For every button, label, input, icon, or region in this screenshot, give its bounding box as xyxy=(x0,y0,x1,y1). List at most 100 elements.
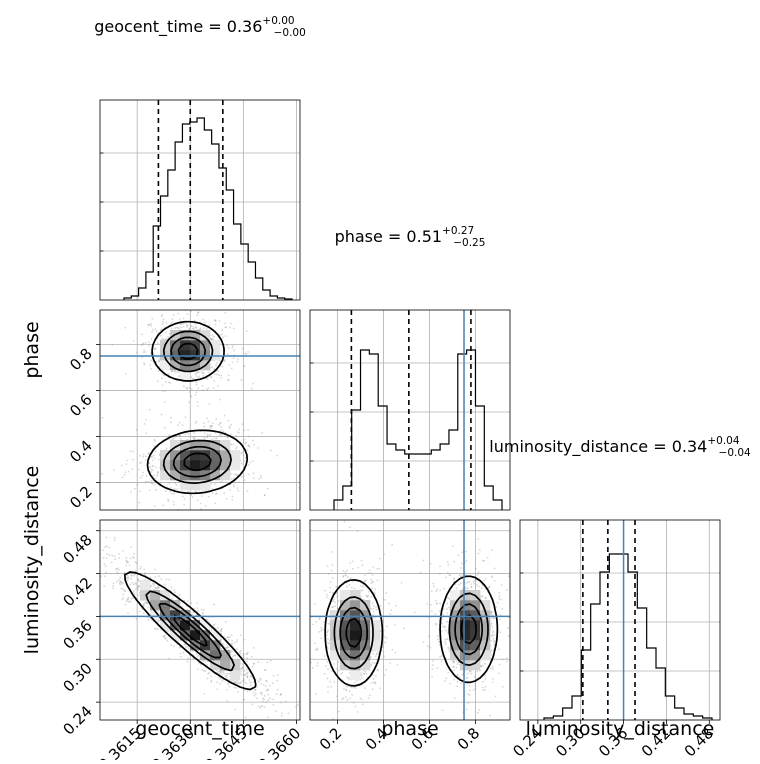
sample-point xyxy=(460,567,462,569)
sample-point xyxy=(326,647,329,650)
sample-point xyxy=(141,474,144,477)
sample-point xyxy=(345,689,348,692)
sample-point xyxy=(213,373,216,376)
sample-point xyxy=(482,680,485,683)
sample-point xyxy=(361,703,364,706)
sample-point xyxy=(150,325,153,327)
sample-point xyxy=(453,578,455,580)
sample-point xyxy=(332,599,335,602)
sample-point xyxy=(207,672,210,675)
sample-point xyxy=(373,593,376,595)
sample-point xyxy=(218,374,220,377)
sample-point xyxy=(118,568,120,571)
density-cell xyxy=(230,670,241,681)
sample-point xyxy=(98,565,100,567)
sample-point xyxy=(472,580,475,583)
sample-point xyxy=(185,645,188,648)
sample-point xyxy=(336,667,338,670)
sample-point xyxy=(490,549,493,552)
sample-point xyxy=(188,327,190,330)
sample-point xyxy=(220,627,223,630)
sample-point xyxy=(365,672,368,675)
sample-point xyxy=(228,636,231,639)
sample-point xyxy=(196,401,199,403)
sample-point xyxy=(218,676,221,679)
sample-point xyxy=(483,579,485,582)
sample-point xyxy=(178,421,181,424)
sample-point xyxy=(394,604,397,607)
density-cell xyxy=(160,620,171,631)
sample-point xyxy=(187,647,190,650)
sample-point xyxy=(247,429,250,432)
sample-point xyxy=(353,587,356,590)
sample-point xyxy=(179,652,182,655)
sample-point xyxy=(501,608,504,610)
sample-point xyxy=(442,613,445,616)
density-cell xyxy=(350,640,361,651)
sample-point xyxy=(264,668,267,671)
sample-point xyxy=(246,449,249,452)
sample-point xyxy=(173,370,176,373)
sample-point xyxy=(244,438,246,441)
sample-point xyxy=(429,646,432,649)
xlabel-geocent-time: geocent_time xyxy=(135,718,264,740)
sample-point xyxy=(269,697,271,700)
sample-point xyxy=(451,545,454,548)
sample-point xyxy=(151,582,154,585)
sample-point xyxy=(280,715,283,717)
sample-point xyxy=(458,574,461,577)
panel-hist-geocent-time xyxy=(99,99,301,301)
sample-point xyxy=(124,603,127,606)
sample-point xyxy=(455,587,458,590)
density-cell xyxy=(140,580,151,591)
sample-point xyxy=(492,617,495,620)
sample-point xyxy=(240,379,243,381)
sample-point xyxy=(158,620,160,622)
sample-point xyxy=(174,591,176,594)
sample-point xyxy=(161,322,164,325)
sample-point xyxy=(345,696,347,698)
sample-point xyxy=(364,574,366,576)
sample-point xyxy=(153,445,156,448)
tick-label-y-luminosity-distance-2: 0.36 xyxy=(59,617,95,653)
sample-point xyxy=(332,598,335,601)
sample-point xyxy=(243,652,245,655)
sample-point xyxy=(170,416,172,419)
sample-point xyxy=(119,580,122,583)
sample-point xyxy=(167,500,170,502)
sample-point xyxy=(165,447,168,450)
sample-point xyxy=(126,560,129,562)
sample-point xyxy=(189,310,192,313)
sample-point xyxy=(142,453,145,456)
sample-point xyxy=(189,375,192,378)
sample-point xyxy=(372,614,375,616)
sample-point xyxy=(336,607,339,610)
sample-point xyxy=(178,318,181,321)
density-cell xyxy=(360,610,371,621)
sample-point xyxy=(227,636,229,639)
sample-point xyxy=(460,575,462,577)
density-cell xyxy=(230,660,241,671)
sample-point xyxy=(238,651,241,654)
density-cell xyxy=(160,460,171,471)
sample-point xyxy=(232,655,235,657)
sample-point xyxy=(105,545,108,547)
sample-point xyxy=(243,674,246,676)
sample-point xyxy=(220,628,223,631)
sample-point xyxy=(371,574,374,577)
sample-point xyxy=(243,475,246,477)
sample-point xyxy=(318,631,321,633)
sample-point xyxy=(363,669,365,672)
sample-point xyxy=(345,585,348,588)
sample-point xyxy=(105,557,108,560)
sample-point xyxy=(66,526,68,528)
density-cell xyxy=(470,640,481,651)
sample-point xyxy=(473,676,476,678)
sample-point xyxy=(309,733,311,735)
sample-point xyxy=(183,498,186,501)
density-cell xyxy=(180,620,191,631)
sample-point xyxy=(485,578,487,580)
sample-point xyxy=(220,638,223,641)
sample-point xyxy=(324,589,327,592)
